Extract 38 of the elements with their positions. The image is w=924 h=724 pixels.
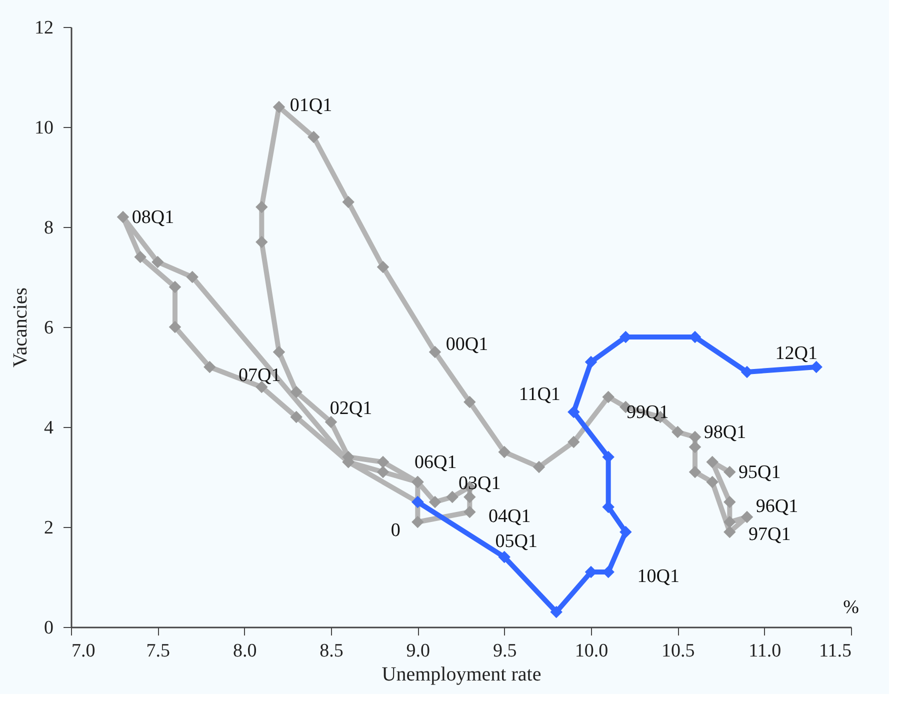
x-tick-label: 10.0 (574, 640, 608, 662)
annotation: 98Q1 (704, 422, 746, 443)
annotation: 97Q1 (748, 524, 791, 545)
x-tick-label: 10.5 (662, 640, 695, 662)
annotation: 0 (390, 520, 400, 541)
annotation: 04Q1 (488, 506, 531, 527)
annotation: 03Q1 (458, 473, 501, 494)
y-tick-label: 10 (34, 118, 54, 138)
y-tick-label: 12 (34, 18, 54, 38)
annotation: % (843, 597, 860, 618)
y-tick-label: 6 (44, 318, 54, 338)
annotation: 95Q1 (738, 462, 781, 483)
y-tick-label: 2 (44, 518, 54, 538)
y-tick-label: 0 (44, 618, 54, 638)
annotation: 10Q1 (637, 566, 680, 587)
x-tick-label: 9.5 (492, 640, 517, 662)
annotation: 02Q1 (330, 398, 372, 419)
annotation: 96Q1 (756, 496, 798, 517)
annotation: 08Q1 (132, 207, 174, 228)
y-tick-label: 4 (44, 418, 54, 438)
annotation: 07Q1 (238, 365, 281, 386)
annotation: 11Q1 (518, 384, 560, 405)
x-tick-label: 11.0 (748, 640, 782, 662)
x-tick-label: 8.0 (232, 640, 257, 662)
annotation: 12Q1 (775, 343, 818, 364)
x-tick-label: 7.0 (72, 640, 96, 662)
annotation: 99Q1 (626, 402, 669, 423)
x-tick-label: 8.5 (320, 640, 344, 662)
annotation: 01Q1 (290, 95, 332, 116)
x-tick-label: 7.5 (146, 640, 170, 662)
x-tick-label: 11.5 (818, 640, 852, 662)
annotation: 06Q1 (414, 452, 457, 473)
y-tick-label: 8 (44, 218, 54, 238)
annotation: 05Q1 (495, 531, 538, 552)
y-axis-title: Vacancies (10, 287, 32, 368)
x-axis-title: Unemployment rate (382, 664, 542, 686)
annotation: 00Q1 (446, 334, 488, 355)
x-tick-label: 9.0 (406, 640, 430, 662)
